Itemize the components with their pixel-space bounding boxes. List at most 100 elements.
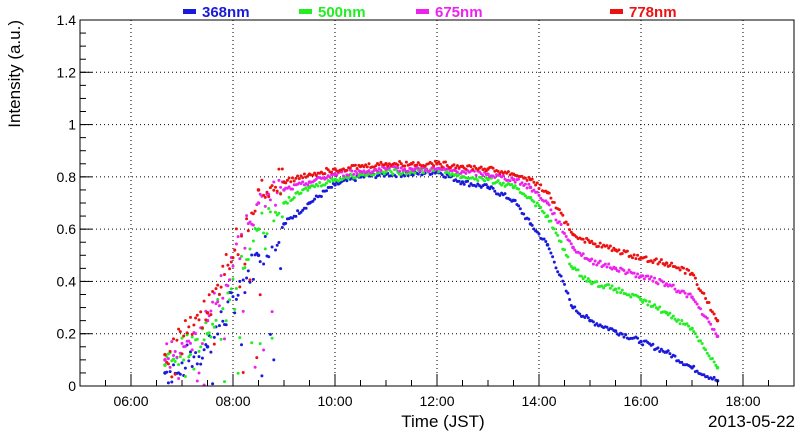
data-point: [692, 329, 696, 333]
data-point: [491, 166, 495, 170]
series-778nm: [163, 159, 720, 379]
data-point: [552, 260, 556, 264]
data-point: [498, 193, 502, 197]
data-point: [525, 186, 529, 190]
data-point: [561, 279, 565, 283]
data-point: [608, 244, 612, 248]
data-point: [209, 350, 213, 354]
data-point: [563, 282, 566, 286]
data-point: [204, 343, 208, 347]
data-point: [544, 199, 548, 203]
series-675nm: [163, 164, 720, 387]
data-point: [552, 227, 556, 231]
data-point: [673, 287, 677, 291]
x-tick-label: 14:00: [521, 393, 556, 409]
data-point: [234, 227, 238, 231]
data-point: [649, 275, 653, 279]
data-point: [474, 184, 478, 188]
data-point: [712, 375, 716, 379]
data-point: [270, 184, 274, 188]
data-point: [212, 342, 216, 346]
data-point: [600, 284, 604, 288]
data-point: [304, 206, 308, 210]
data-point: [163, 363, 167, 367]
data-point: [557, 208, 561, 212]
data-point: [559, 211, 563, 215]
data-point: [189, 341, 192, 345]
data-point: [335, 173, 339, 177]
data-point: [268, 186, 272, 190]
data-point: [399, 162, 403, 166]
data-point: [243, 246, 247, 250]
data-point: [457, 179, 461, 183]
data-point: [382, 163, 386, 167]
data-point: [469, 165, 473, 169]
data-point: [408, 166, 412, 170]
data-point: [376, 169, 379, 173]
data-point: [365, 165, 369, 169]
data-point: [591, 262, 595, 266]
data-point: [559, 274, 563, 278]
data-point: [172, 337, 175, 341]
data-point: [578, 251, 582, 255]
data-point: [586, 258, 590, 262]
data-point: [639, 297, 643, 302]
data-point: [263, 247, 267, 251]
data-point: [240, 234, 243, 238]
data-point: [214, 318, 218, 322]
y-tick-label: 1.4: [57, 12, 77, 28]
data-point: [280, 167, 284, 171]
data-point: [233, 248, 237, 252]
data-point: [277, 178, 281, 182]
data-point: [217, 324, 221, 328]
data-point: [654, 257, 658, 261]
data-point: [547, 247, 551, 251]
data-point: [612, 328, 616, 332]
data-point: [605, 325, 609, 329]
data-point: [221, 296, 225, 300]
data-point: [221, 319, 225, 323]
data-point: [221, 307, 225, 311]
data-point: [173, 372, 177, 376]
data-point: [474, 173, 478, 177]
data-point: [455, 170, 459, 174]
data-point: [209, 309, 213, 313]
data-point: [646, 274, 650, 278]
data-point: [566, 291, 570, 295]
data-point: [595, 263, 599, 267]
data-point: [224, 323, 228, 327]
data-point: [272, 219, 276, 223]
data-point: [238, 285, 242, 289]
data-point: [379, 168, 383, 172]
data-point: [648, 300, 651, 304]
data-point: [217, 304, 221, 308]
data-point: [578, 312, 582, 316]
data-point: [591, 320, 595, 324]
data-point: [223, 272, 226, 276]
data-point: [238, 279, 242, 283]
data-point: [219, 285, 223, 289]
data-point: [364, 163, 368, 167]
data-point: [202, 338, 206, 342]
data-point: [207, 331, 211, 335]
data-point: [284, 221, 288, 225]
data-point: [459, 171, 463, 175]
data-point: [535, 181, 539, 185]
data-point: [352, 172, 356, 176]
data-point: [683, 291, 687, 295]
data-point: [625, 249, 629, 253]
data-point: [539, 183, 543, 187]
data-point: [472, 164, 476, 168]
data-point: [595, 280, 599, 284]
data-point: [646, 303, 650, 307]
legend-label: 675nm: [435, 4, 483, 21]
data-point: [168, 365, 172, 369]
data-point: [214, 287, 218, 291]
data-point: [216, 298, 220, 302]
data-point: [258, 342, 262, 346]
data-point: [177, 376, 181, 380]
data-point: [702, 373, 706, 377]
data-point: [272, 358, 276, 362]
y-tick-label: 0: [68, 378, 76, 394]
data-point: [620, 288, 624, 292]
